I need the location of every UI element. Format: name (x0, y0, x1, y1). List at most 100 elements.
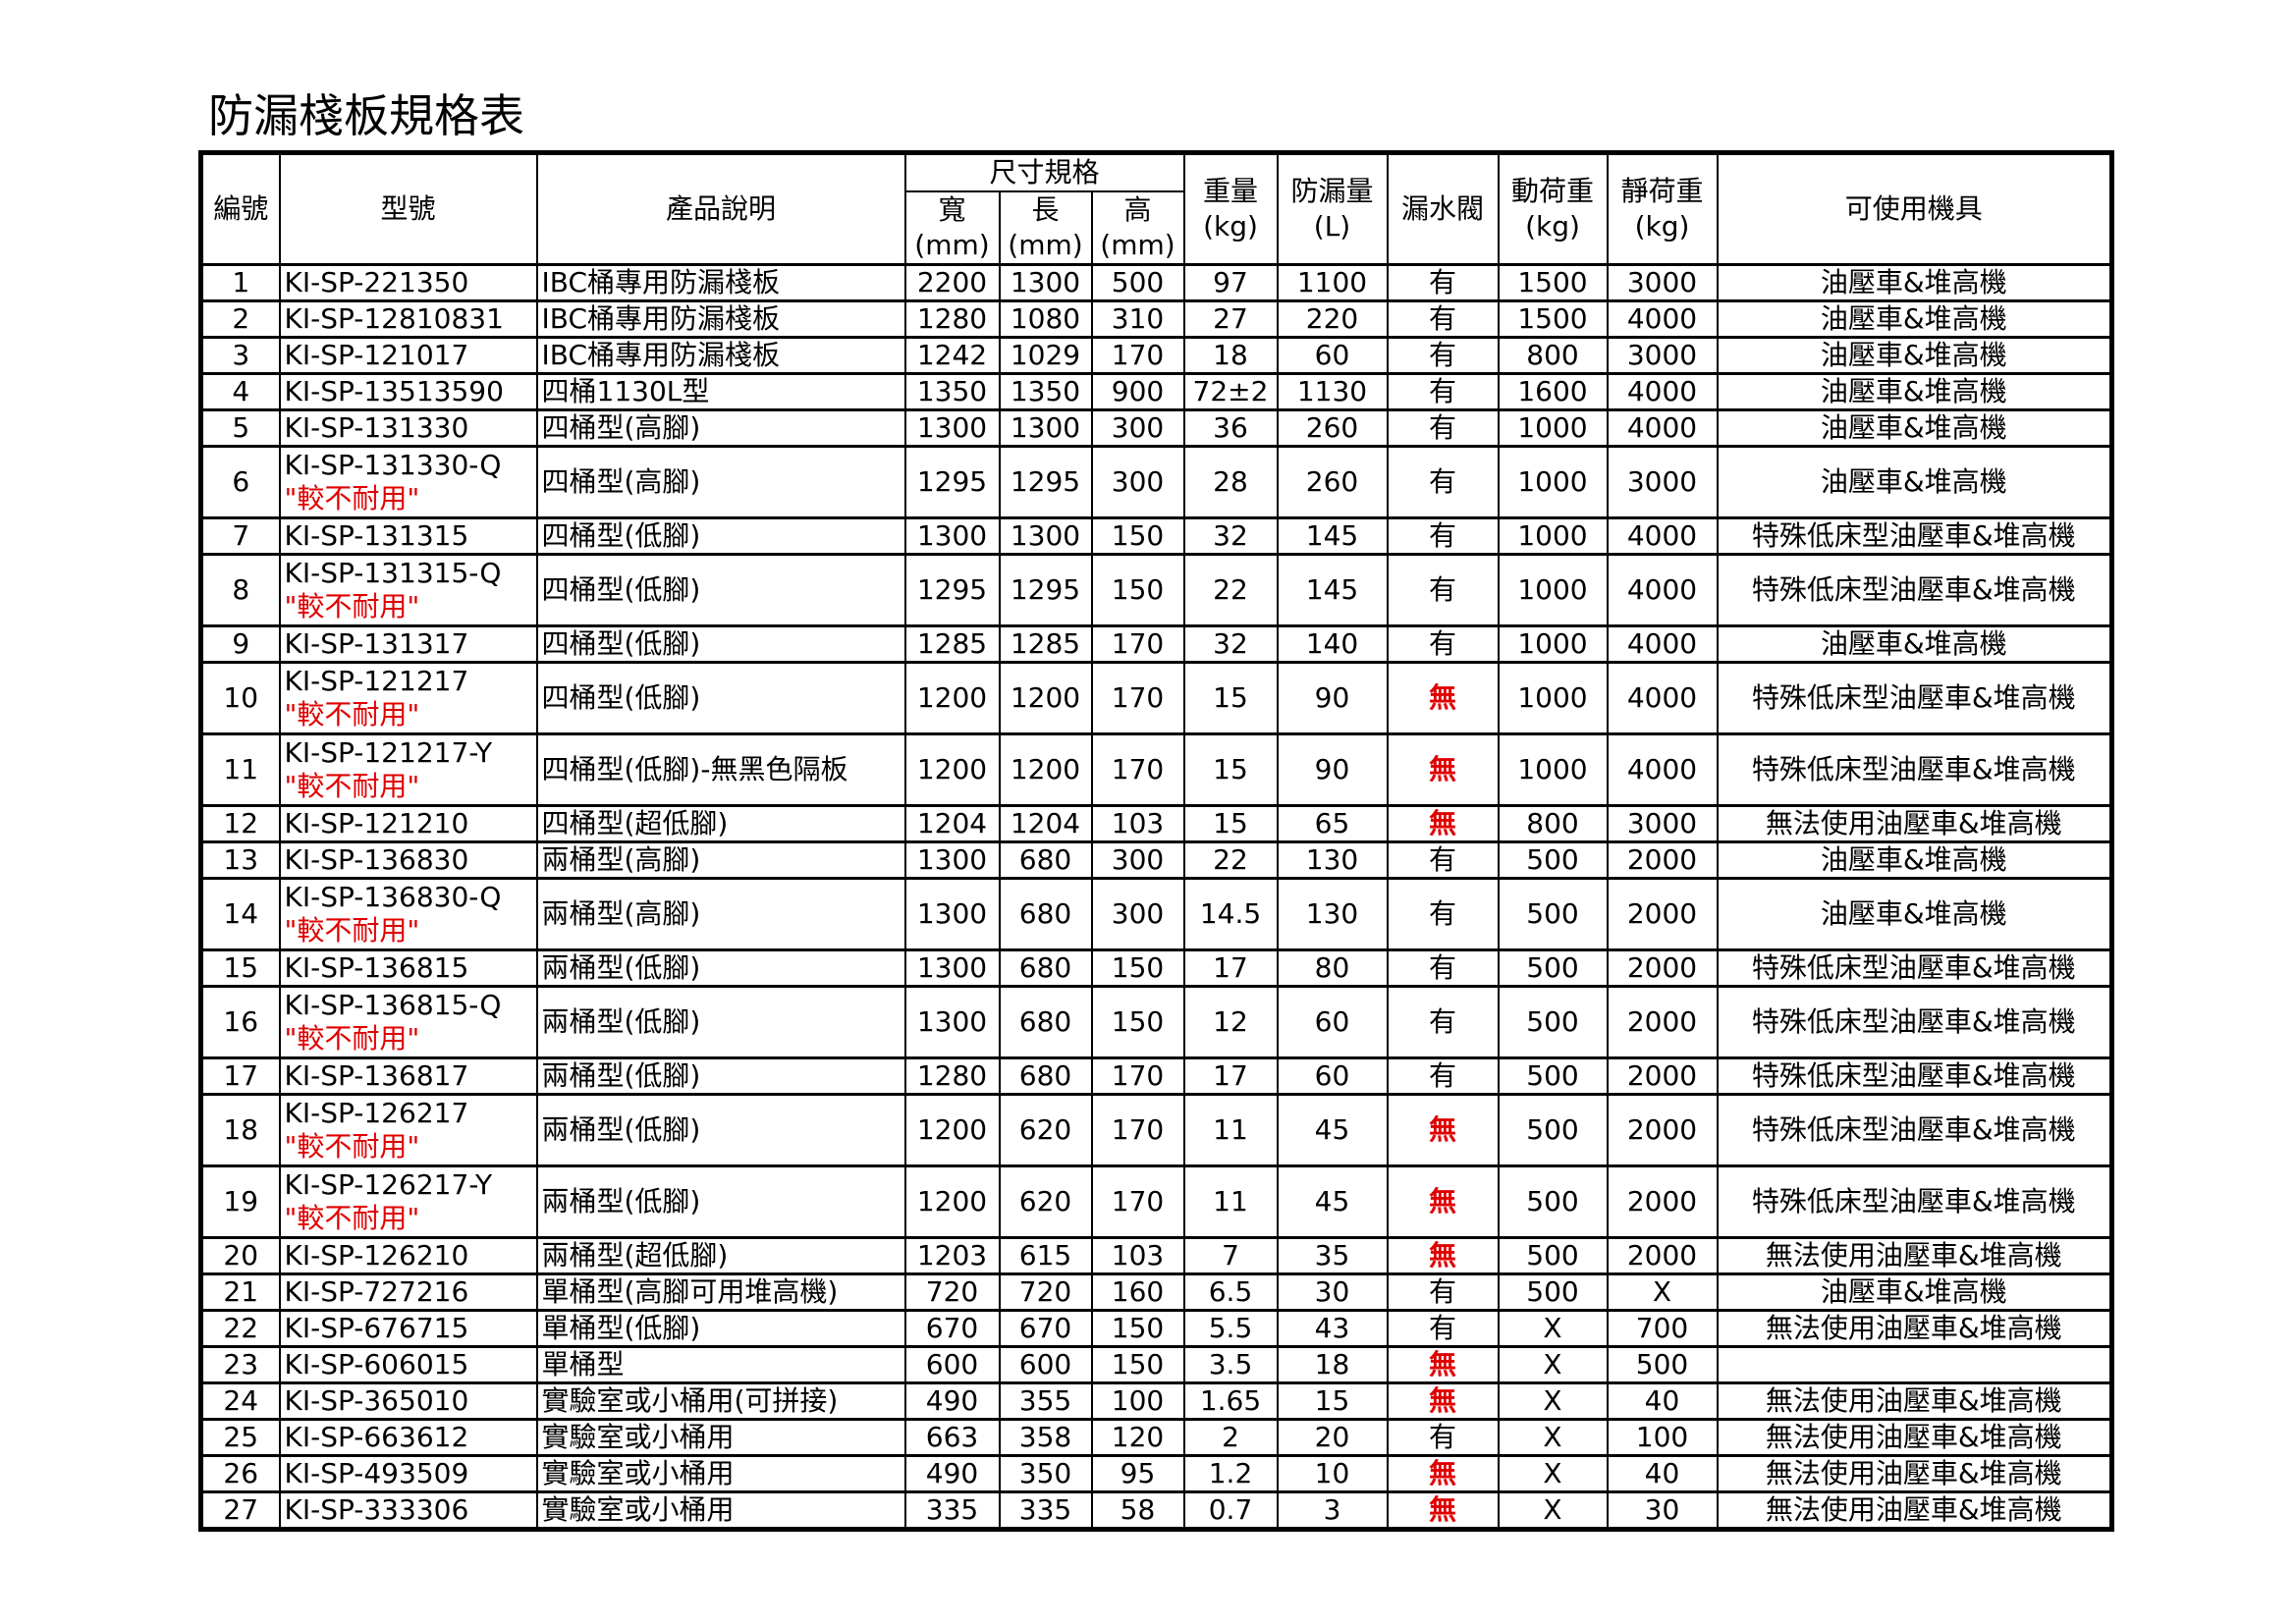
cell-width: 490 (903, 1454, 1001, 1493)
cell-height: 150 (1090, 985, 1185, 1059)
cell-no: 5 (199, 408, 281, 448)
cell-equipment: 油壓車&堆高機 (1716, 299, 2113, 339)
table-row: 7 KI-SP-131315 四桶型(低腳) 1300 1300 150 32 145 有 100… (199, 516, 2113, 556)
model-number: KI-SP-126217 (284, 1097, 469, 1130)
model-number: KI-SP-131315 (284, 519, 469, 553)
cell-height: 500 (1090, 263, 1185, 302)
cell-weight: 17 (1182, 1056, 1279, 1096)
cell-model: KI-SP-727216 (278, 1272, 538, 1312)
cell-static-load: 2000 (1606, 840, 1719, 880)
cell-valve: 無 (1386, 1164, 1500, 1239)
cell-equipment: 特殊低床型油壓車&堆高機 (1716, 1093, 2113, 1167)
cell-length: 358 (998, 1418, 1093, 1457)
cell-no: 2 (199, 299, 281, 339)
cell-valve: 有 (1386, 263, 1500, 302)
cell-width: 1203 (903, 1236, 1001, 1275)
cell-valve: 有 (1386, 948, 1500, 988)
cell-valve: 無 (1386, 661, 1500, 735)
cell-capacity: 60 (1276, 336, 1389, 375)
table-row: 25 KI-SP-663612 實驗室或小桶用 663 358 120 2 20 有 X 100 無法… (199, 1418, 2113, 1457)
cell-capacity: 260 (1276, 408, 1389, 448)
cell-length: 1300 (998, 408, 1093, 448)
cell-valve: 有 (1386, 840, 1500, 880)
cell-valve: 有 (1386, 1272, 1500, 1312)
cell-dynamic-load: 500 (1497, 1164, 1609, 1239)
cell-desc: 實驗室或小桶用 (535, 1454, 906, 1493)
cell-equipment (1716, 1345, 2113, 1384)
table-row: 12 KI-SP-121210 四桶型(超低腳) 1204 1204 103 15 65 無 80… (199, 804, 2113, 843)
cell-dynamic-load: 800 (1497, 804, 1609, 843)
cell-equipment: 特殊低床型油壓車&堆高機 (1716, 985, 2113, 1059)
cell-no: 26 (199, 1454, 281, 1493)
cell-weight: 3.5 (1182, 1345, 1279, 1384)
cell-dynamic-load: 1000 (1497, 408, 1609, 448)
cell-dynamic-load: 1000 (1497, 553, 1609, 627)
cell-height: 170 (1090, 661, 1185, 735)
table-row: 8 KI-SP-131315-Q "較不耐用" 四桶型(低腳) 1295 1295 150 2… (199, 553, 2113, 627)
cell-width: 1280 (903, 1056, 1001, 1096)
cell-length: 350 (998, 1454, 1093, 1493)
cell-static-load: 4000 (1606, 516, 1719, 556)
cell-equipment: 特殊低床型油壓車&堆高機 (1716, 553, 2113, 627)
cell-dynamic-load: 500 (1497, 840, 1609, 880)
cell-length: 680 (998, 877, 1093, 951)
cell-height: 160 (1090, 1272, 1185, 1312)
cell-height: 58 (1090, 1490, 1185, 1531)
cell-model: KI-SP-121210 (278, 804, 538, 843)
cell-height: 170 (1090, 624, 1185, 664)
header-equipment: 可使用機具 (1716, 151, 2113, 266)
cell-height: 170 (1090, 1093, 1185, 1167)
model-number: KI-SP-121210 (284, 807, 469, 840)
cell-dynamic-load: 1000 (1497, 661, 1609, 735)
cell-length: 335 (998, 1490, 1093, 1531)
cell-height: 300 (1090, 445, 1185, 519)
cell-weight: 17 (1182, 948, 1279, 988)
cell-length: 1285 (998, 624, 1093, 664)
cell-width: 670 (903, 1309, 1001, 1348)
cell-dynamic-load: 1600 (1497, 372, 1609, 411)
cell-length: 1204 (998, 804, 1093, 843)
cell-height: 300 (1090, 408, 1185, 448)
cell-capacity: 80 (1276, 948, 1389, 988)
header-no: 編號 (199, 151, 281, 266)
cell-width: 600 (903, 1345, 1001, 1384)
table-row: 21 KI-SP-727216 單桶型(高腳可用堆高機) 720 720 160 6.5 30… (199, 1272, 2113, 1312)
cell-desc: 四桶型(低腳) (535, 553, 906, 627)
cell-static-load: 3000 (1606, 804, 1719, 843)
cell-no: 3 (199, 336, 281, 375)
header-width: 寬 (mm) (903, 190, 1001, 266)
table-row: 16 KI-SP-136815-Q "較不耐用" 兩桶型(低腳) 1300 680 150 1… (199, 985, 2113, 1059)
cell-length: 680 (998, 948, 1093, 988)
cell-model: KI-SP-136815-Q "較不耐用" (278, 985, 538, 1059)
cell-model: KI-SP-13513590 (278, 372, 538, 411)
cell-model: KI-SP-663612 (278, 1418, 538, 1457)
cell-valve: 有 (1386, 408, 1500, 448)
cell-static-load: 500 (1606, 1345, 1719, 1384)
cell-static-load: 3000 (1606, 336, 1719, 375)
cell-width: 1300 (903, 516, 1001, 556)
durability-warning: "較不耐用" (284, 1202, 420, 1234)
cell-capacity: 18 (1276, 1345, 1389, 1384)
cell-no: 1 (199, 263, 281, 302)
cell-width: 1200 (903, 732, 1001, 807)
cell-valve: 有 (1386, 1056, 1500, 1096)
cell-width: 1200 (903, 661, 1001, 735)
cell-valve: 有 (1386, 336, 1500, 375)
cell-no: 27 (199, 1490, 281, 1531)
cell-model: KI-SP-126217-Y "較不耐用" (278, 1164, 538, 1239)
cell-capacity: 60 (1276, 985, 1389, 1059)
cell-capacity: 130 (1276, 840, 1389, 880)
cell-capacity: 1130 (1276, 372, 1389, 411)
cell-dynamic-load: 1000 (1497, 624, 1609, 664)
cell-height: 170 (1090, 336, 1185, 375)
cell-height: 300 (1090, 840, 1185, 880)
cell-width: 1200 (903, 1093, 1001, 1167)
cell-model: KI-SP-121017 (278, 336, 538, 375)
cell-valve: 有 (1386, 445, 1500, 519)
cell-dynamic-load: 500 (1497, 1093, 1609, 1167)
table-row: 15 KI-SP-136815 兩桶型(低腳) 1300 680 150 17 80 有 500 2… (199, 948, 2113, 988)
cell-model: KI-SP-333306 (278, 1490, 538, 1531)
cell-dynamic-load: 500 (1497, 985, 1609, 1059)
cell-weight: 1.2 (1182, 1454, 1279, 1493)
cell-no: 10 (199, 661, 281, 735)
